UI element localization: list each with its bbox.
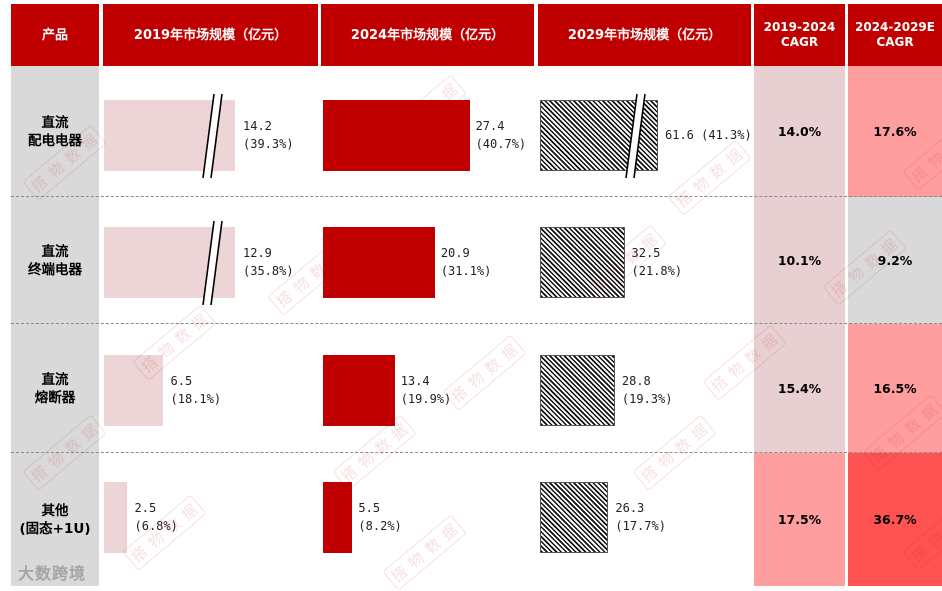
value-text: 13.4	[400, 374, 430, 388]
column-divider	[846, 66, 848, 586]
share-text: (19.3%)	[621, 392, 673, 406]
product-cell-bg	[11, 324, 99, 453]
cagr-2024-2029-cell: 17.6%	[848, 66, 942, 197]
axis-break-icon	[202, 221, 223, 305]
axis-break-icon	[625, 94, 646, 178]
watermark-stamp: 搭 物 数 据	[667, 139, 752, 216]
bar-2024	[323, 482, 353, 553]
data-label: 28.8 (19.3%)	[622, 372, 673, 408]
bar-2029	[540, 355, 615, 426]
product-label-other: 其他 (固态+1U)	[19, 502, 91, 537]
header-product: 产品	[11, 4, 99, 66]
share-text: (41.3%)	[701, 128, 752, 142]
value-text: 5.5	[358, 501, 381, 515]
data-label: 2.5 (6.8%)	[135, 499, 178, 535]
data-label: 27.4 (40.7%)	[476, 117, 527, 153]
value-text: 27.4	[475, 119, 505, 133]
row-divider	[11, 196, 942, 197]
cagr-2019-2024-cell: 17.5%	[754, 453, 845, 586]
bar-2029	[540, 227, 625, 298]
share-text: (6.8%)	[134, 519, 178, 533]
header-2029: 2029年市场规模（亿元）	[538, 4, 751, 66]
header-cagr-2019-2024: 2019-2024 CAGR	[754, 4, 845, 66]
data-label: 32.5 (21.8%)	[632, 244, 683, 280]
value-text: 61.6	[665, 128, 694, 142]
data-label: 61.6 (41.3%)	[665, 126, 752, 144]
cagr-2019-2024-cell: 10.1%	[754, 197, 845, 324]
cagr-2019-2024-cell: 14.0%	[754, 66, 845, 197]
bar-2019	[104, 482, 127, 553]
header-2024: 2024年市场规模（亿元）	[321, 4, 534, 66]
data-label: 26.3 (17.7%)	[615, 499, 666, 535]
cagr-2019-2024-cell: 15.4%	[754, 324, 845, 453]
product-cell-bg	[11, 197, 99, 324]
product-label-dc-distribution: 直流 配电电器	[28, 114, 82, 149]
row-divider	[11, 323, 942, 324]
bar-2019	[104, 355, 163, 426]
bar-2024	[323, 355, 395, 426]
value-text: 20.9	[440, 246, 470, 260]
watermark-stamp: 搭 物 数 据	[442, 334, 527, 411]
cagr-2024-2029-cell: 36.7%	[848, 453, 942, 586]
column-divider	[536, 66, 538, 586]
axis-break-icon	[202, 94, 223, 178]
header-2019: 2019年市场规模（亿元）	[103, 4, 318, 66]
share-text: (40.7%)	[475, 137, 527, 151]
column-divider	[101, 66, 103, 586]
bar-2024	[323, 227, 435, 298]
share-text: (19.9%)	[400, 392, 452, 406]
bar-2029	[540, 482, 609, 553]
share-text: (21.8%)	[631, 264, 683, 278]
share-text: (39.3%)	[243, 137, 294, 151]
value-text: 14.2	[243, 119, 272, 133]
data-label: 14.2 (39.3%)	[243, 117, 294, 153]
data-label: 20.9 (31.1%)	[441, 244, 492, 280]
share-text: (35.8%)	[243, 264, 294, 278]
brand-logo: 大数跨境	[18, 564, 87, 583]
product-label-dc-fuse: 直流 熔断器	[34, 371, 76, 406]
value-text: 26.3	[615, 501, 645, 515]
product-cell-bg	[11, 453, 99, 586]
product-cell-bg	[11, 66, 99, 197]
share-text: (18.1%)	[170, 392, 222, 406]
value-text: 28.8	[621, 374, 651, 388]
column-divider	[319, 66, 321, 586]
value-text: 32.5	[631, 246, 661, 260]
column-divider	[752, 66, 754, 586]
value-text: 2.5	[134, 501, 157, 515]
cagr-2024-2029-cell: 9.2%	[848, 197, 942, 324]
bar-2024	[323, 100, 470, 171]
product-label-dc-terminal: 直流 终端电器	[28, 243, 82, 278]
row-divider	[11, 452, 942, 453]
share-text: (17.7%)	[615, 519, 666, 533]
share-text: (8.2%)	[358, 519, 402, 533]
data-label: 6.5 (18.1%)	[171, 372, 222, 408]
cagr-2024-2029-cell: 16.5%	[848, 324, 942, 453]
data-label: 12.9 (35.8%)	[243, 244, 294, 280]
value-text: 6.5	[170, 374, 193, 388]
header-cagr-2024-2029: 2024-2029E CAGR	[848, 4, 942, 66]
share-text: (31.1%)	[440, 264, 492, 278]
value-text: 12.9	[243, 246, 272, 260]
data-label: 5.5 (8.2%)	[358, 499, 401, 535]
data-label: 13.4 (19.9%)	[401, 372, 452, 408]
